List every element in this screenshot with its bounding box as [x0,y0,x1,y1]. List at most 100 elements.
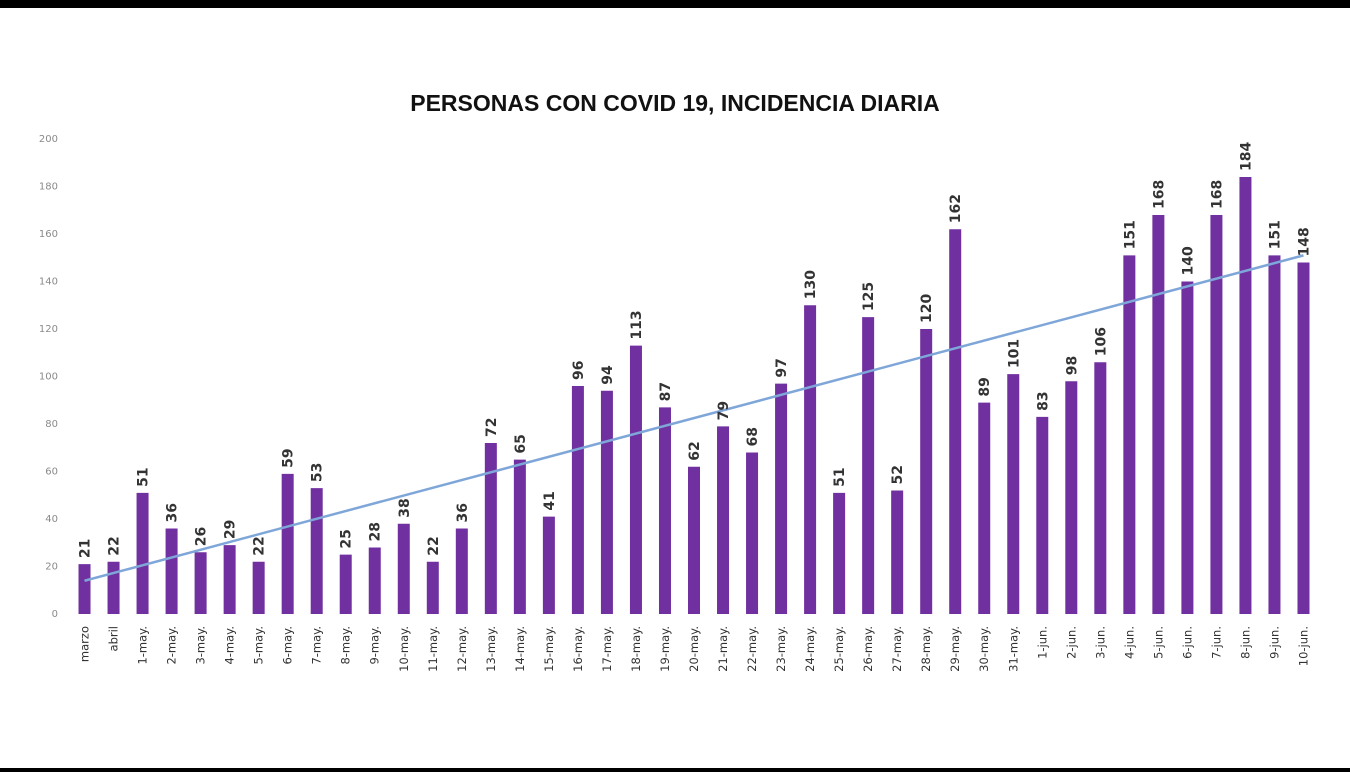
x-tick-label: 20-may. [687,626,701,672]
x-tick-label: abril [107,626,121,651]
bar [223,545,236,614]
data-label: 38 [397,498,413,517]
x-tick-label: 10-jun. [1296,626,1310,666]
x-tick-label: 29-may. [948,626,962,672]
bar [368,547,381,614]
data-label: 148 [1296,227,1312,256]
x-tick-label: 3-jun. [1093,626,1107,659]
bar [833,492,846,614]
data-label: 72 [484,418,500,437]
data-label: 51 [832,467,848,486]
data-label: 41 [542,491,558,510]
data-label: 151 [1122,220,1138,249]
x-tick-label: 14-may. [513,626,527,672]
bar [339,554,352,614]
bar [1297,262,1310,614]
bar [1007,374,1020,614]
data-label: 25 [339,529,355,548]
data-label: 96 [571,361,587,380]
y-axis: 0 20 40 60 80 100 120 140 160 180 200 [39,134,58,620]
bar [746,452,759,614]
bar [107,561,120,614]
bar-chart: 0 20 40 60 80 100 120 140 160 180 200 21 22 51 36 26 29… [39,134,1313,672]
bar [1123,255,1136,614]
y-tick-label: 120 [39,324,58,335]
x-tick-label: 30-may. [977,626,991,672]
data-label: 168 [1151,180,1167,209]
x-axis: marzo abril 1-may. 2-may. 3-may. 4-may. 5-may.… [78,626,1311,672]
bar [310,488,323,614]
data-label: 21 [78,539,94,558]
data-label: 168 [1209,180,1225,209]
y-tick-label: 20 [45,562,58,573]
x-tick-label: 10-may. [397,626,411,672]
bar [484,443,497,614]
bar [571,386,584,614]
data-label: 94 [600,365,616,385]
bar [78,564,91,614]
x-tick-label: 4-may. [223,626,237,665]
bar [949,229,962,614]
data-label: 97 [774,358,790,377]
data-label: 87 [658,382,674,401]
x-tick-label: 19-may. [658,626,672,672]
y-tick-label: 40 [45,514,58,525]
x-tick-label: 5-jun. [1151,626,1165,659]
y-tick-label: 100 [39,372,58,383]
data-label: 22 [252,536,268,555]
x-tick-label: 6-jun. [1180,626,1194,659]
x-tick-label: 5-may. [252,626,266,665]
bar [1239,177,1252,614]
x-tick-label: 28-may. [919,626,933,672]
data-label: 79 [716,401,732,420]
data-label: 184 [1238,142,1254,171]
data-label: 51 [136,467,152,486]
data-label: 53 [310,463,326,482]
data-label: 101 [1006,339,1022,368]
bar [658,407,671,614]
bar [165,528,178,614]
bar [1181,281,1194,614]
data-label: 36 [455,503,471,522]
data-label: 52 [890,465,906,484]
bar [1094,362,1107,614]
data-label: 22 [426,536,442,555]
data-label: 113 [629,310,645,339]
x-tick-label: 27-may. [890,626,904,672]
x-tick-label: 21-may. [716,626,730,672]
y-tick-label: 60 [45,467,58,478]
chart-frame: PERSONAS CON COVID 19, INCIDENCIA DIARIA… [0,8,1350,768]
x-tick-label: 11-may. [426,626,440,672]
x-tick-label: 26-may. [861,626,875,672]
trendline [84,254,1304,582]
bar [136,492,149,614]
x-tick-label: 2-jun. [1064,626,1078,659]
data-label: 28 [368,522,384,541]
x-tick-label: 9-may. [368,626,382,665]
bar [978,402,991,614]
x-tick-label: 13-may. [484,626,498,672]
bar [1065,381,1078,614]
data-label: 83 [1035,391,1051,410]
chart-title: PERSONAS CON COVID 19, INCIDENCIA DIARIA [410,90,940,116]
bar [717,426,730,614]
x-tick-label: 12-may. [455,626,469,672]
bar [891,490,904,614]
x-tick-label: 4-jun. [1122,626,1136,659]
bar [397,523,410,614]
x-tick-label: 2-may. [165,626,179,665]
data-label: 140 [1180,246,1196,275]
data-label: 26 [194,527,210,546]
bar [688,466,700,614]
bar [194,552,207,614]
bar [920,329,933,614]
data-label: 98 [1064,356,1080,375]
bars [78,177,1310,614]
y-tick-label: 200 [39,134,58,145]
bar [426,561,439,614]
x-tick-label: 8-jun. [1238,626,1252,659]
x-tick-label: marzo [78,626,92,662]
data-label: 130 [803,270,819,299]
y-tick-label: 0 [52,609,58,620]
data-label: 68 [745,427,761,446]
